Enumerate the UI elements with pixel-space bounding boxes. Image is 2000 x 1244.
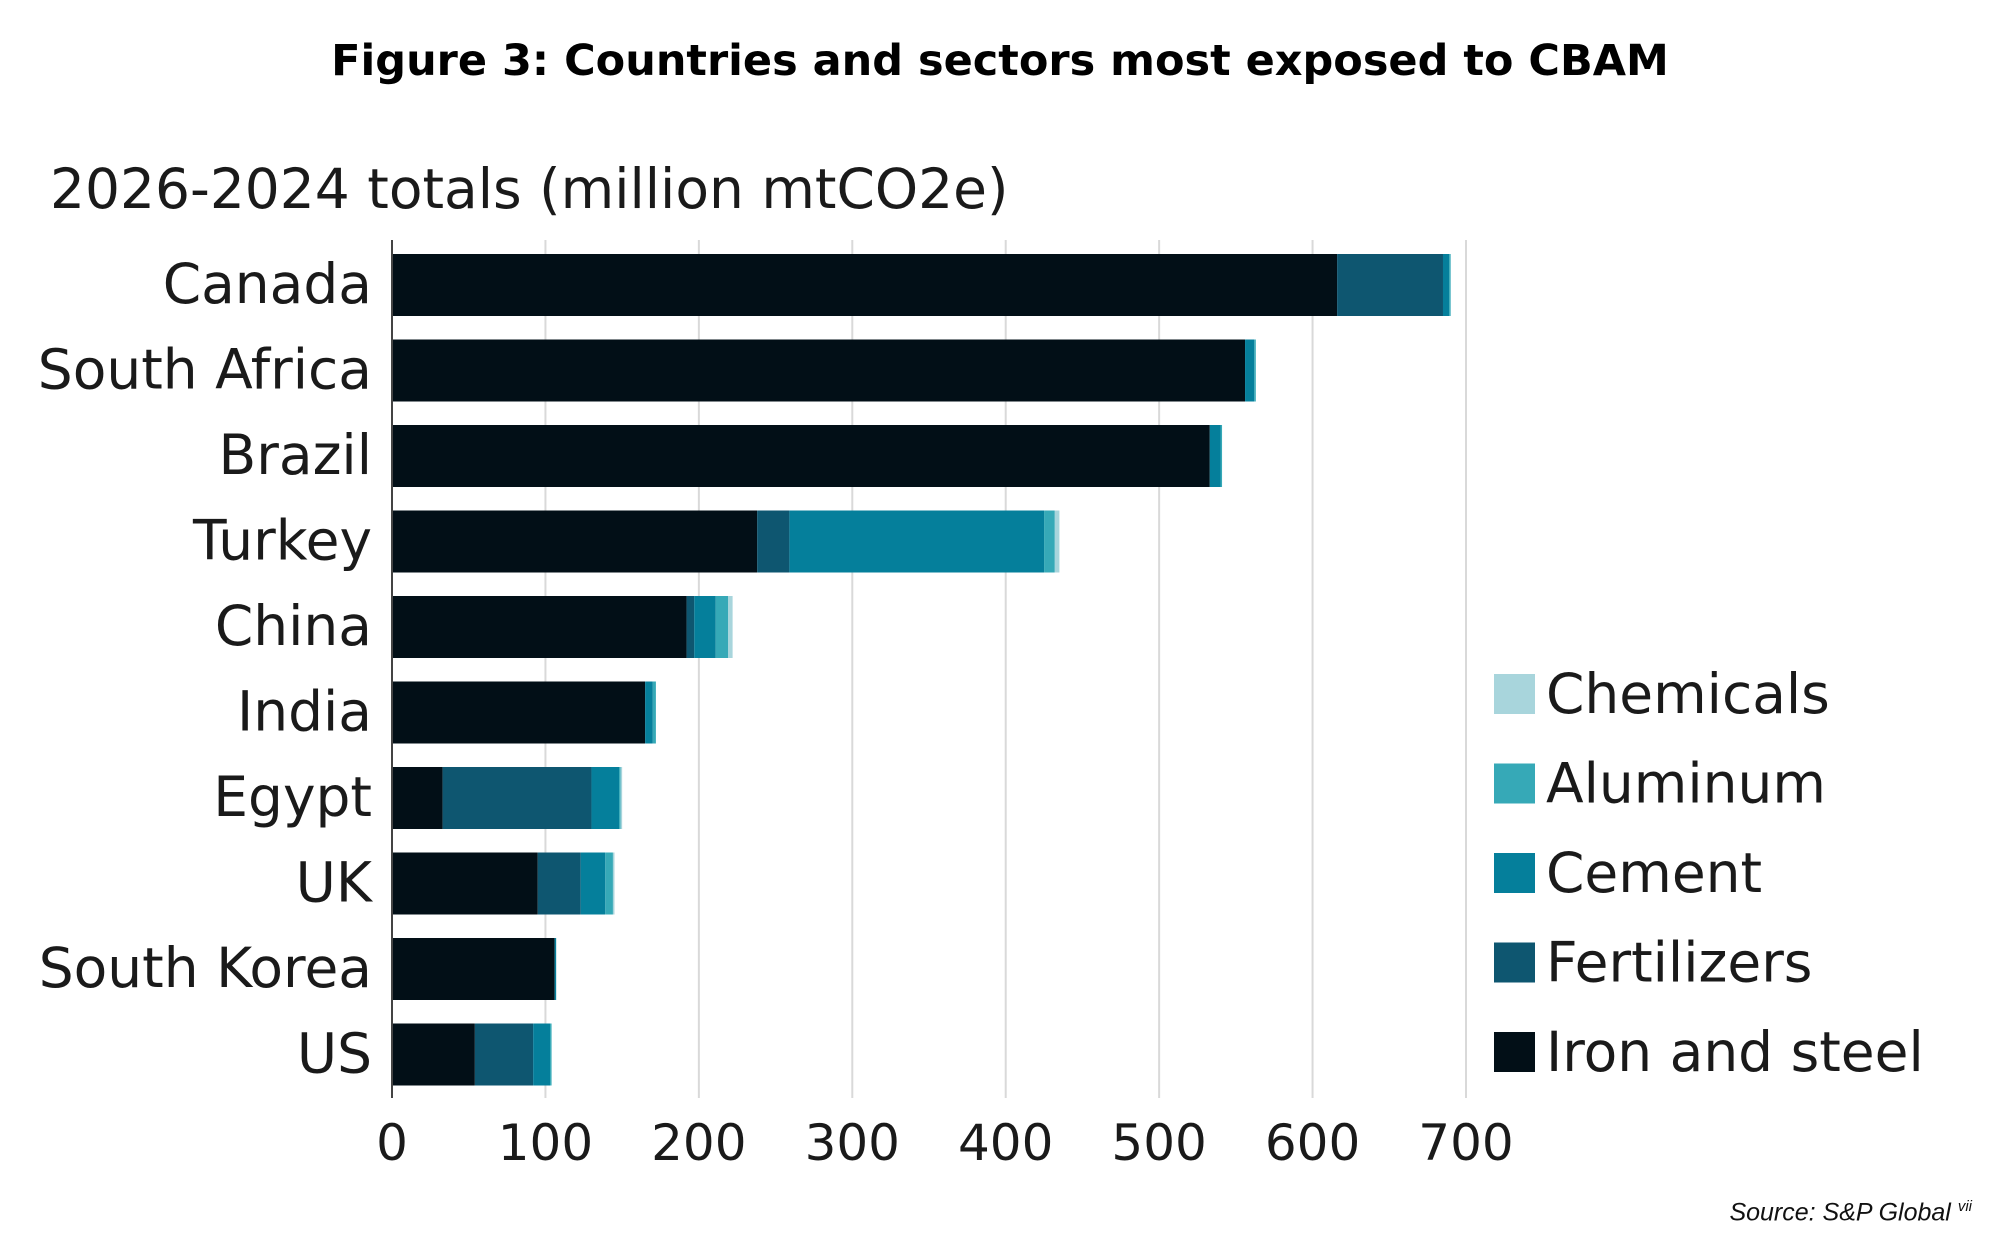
bar-segment [1209,425,1221,487]
category-label: South Africa [38,338,372,402]
bar-segment [1220,425,1223,487]
bar-segment [1254,339,1256,402]
bar-segment [474,1023,534,1086]
bar-segment [392,681,646,744]
legend-label: Fertilizers [1546,931,1812,995]
legend-label: Chemicals [1546,662,1830,726]
bar-segment [591,767,620,829]
bar-segment [1245,339,1255,402]
bar-segment [1054,510,1060,573]
bar-segment [1442,254,1450,316]
bar-segment [392,596,687,658]
bar-segment [392,339,1246,402]
bar-segment [1337,254,1443,316]
bar-segment [392,425,1210,487]
category-label: South Korea [39,936,372,1000]
bar-segment [715,596,729,658]
bar-segment [694,596,716,658]
source-note: Source: S&P Global vii [1729,1198,1972,1227]
bar-segment [1449,254,1451,316]
bar-segment [605,852,613,915]
bar-segment [619,767,621,829]
category-label: Turkey [192,509,372,573]
legend-label: Aluminum [1546,752,1826,816]
category-label: Brazil [219,423,372,487]
x-tick-label: 100 [498,1114,593,1172]
x-tick-label: 500 [1111,1114,1206,1172]
x-tick-label: 600 [1265,1114,1360,1172]
x-tick-label: 700 [1418,1114,1513,1172]
legend-swatch [1494,674,1535,714]
bar-segment [392,254,1338,316]
bars [392,254,1451,1086]
bar-segment [392,938,555,1000]
bar-segment [645,681,653,744]
x-tick-label: 300 [805,1114,900,1172]
bar-segment [620,767,623,829]
legend-swatch [1494,763,1535,804]
category-labels: Canada South Africa Brazil Turkey China India… [38,252,374,1086]
bar-segment [392,852,538,915]
bar-segment [580,852,606,915]
source-footnote: vii [1957,1198,1972,1215]
legend-swatch [1494,942,1535,983]
bar-segment [554,938,557,1000]
chart-subtitle: 2026-2024 totals (million mtCO2e) [50,157,1008,221]
legend-swatch [1494,853,1535,893]
bar-segment [392,1023,475,1086]
x-tick-label: 0 [376,1114,408,1172]
x-axis-ticks: 0 100 200 300 400 500 600 700 [376,1114,1514,1172]
x-tick-label: 200 [651,1114,746,1172]
legend-swatch [1494,1032,1535,1072]
bar-segment [612,852,615,915]
bar-segment [537,852,581,915]
bar-segment [728,596,733,658]
bar-segment [392,510,758,573]
bar-segment [550,1023,552,1086]
bar-segment [686,596,695,658]
bar-segment [442,767,592,829]
bar-segment [757,510,790,573]
bar-segment [652,681,656,744]
category-label: China [215,594,372,658]
source-text: Source: S&P Global [1729,1198,1951,1227]
category-label: US [297,1022,372,1086]
bar-segment [392,767,443,829]
category-label: India [237,680,372,744]
category-label: Egypt [213,765,372,829]
x-tick-label: 400 [958,1114,1053,1172]
bar-segment [1044,510,1055,573]
bar-segment [533,1023,551,1086]
category-label: UK [296,851,374,915]
figure-title: Figure 3: Countries and sectors most exp… [331,36,1669,86]
legend-label: Iron and steel [1546,1020,1924,1084]
legend-label: Cement [1546,841,1762,905]
category-label: Canada [163,252,372,316]
bar-segment [789,510,1045,573]
legend: Chemicals Aluminum Cement Fertilizers Iron a… [1494,662,1924,1084]
